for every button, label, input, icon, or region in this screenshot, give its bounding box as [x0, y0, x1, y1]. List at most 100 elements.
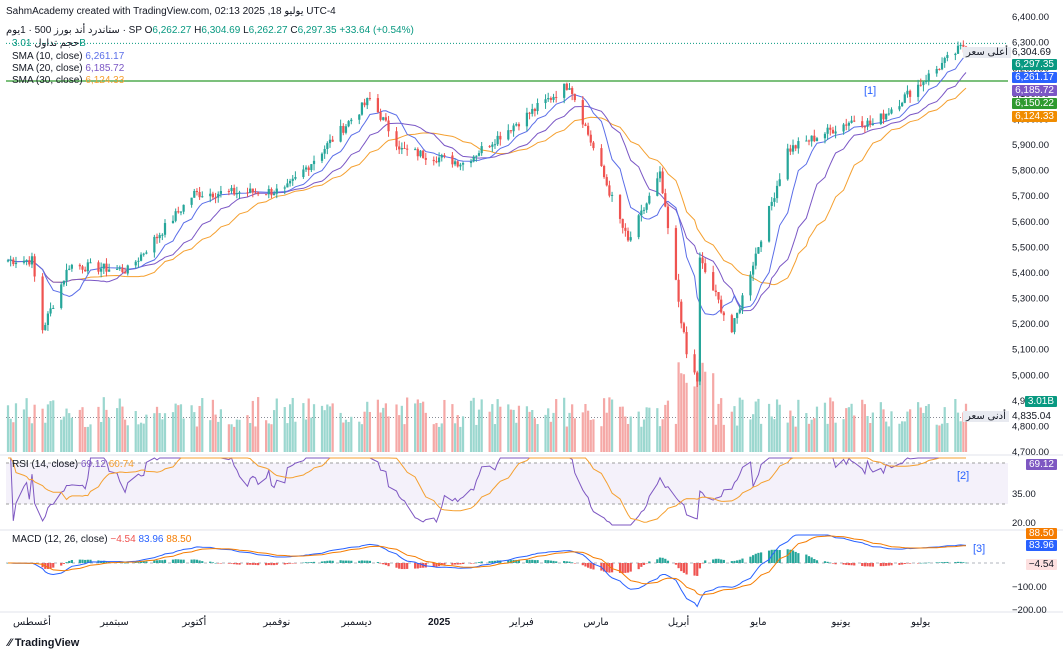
macd-hist-bar	[310, 562, 313, 563]
macd-hist-bar	[935, 562, 938, 563]
candle-body	[217, 193, 220, 198]
candle-body	[171, 220, 175, 224]
macd-hist-bar	[323, 561, 326, 563]
volume-bar	[515, 422, 518, 452]
candle-body	[733, 318, 736, 333]
macd-hist-bar	[416, 563, 419, 569]
candle-body	[871, 124, 874, 126]
volume-bar	[238, 419, 241, 452]
candle-body	[544, 99, 547, 104]
macd-hist-bar	[294, 563, 297, 564]
macd-hist-bar	[847, 563, 851, 566]
tag-sma20: 6,185.72	[1012, 85, 1057, 96]
volume-bar	[600, 426, 603, 452]
volume-bar	[89, 424, 92, 452]
x-axis-label: ديسمبر	[340, 617, 371, 628]
macd-hist-bar	[395, 563, 398, 568]
x-axis-label: مارس	[583, 617, 608, 628]
macd-hist-bar	[786, 549, 789, 563]
sma30-legend[interactable]: SMA (30, close) 6,124.33	[12, 75, 125, 86]
candle-body	[270, 189, 273, 196]
macd-hist-bar	[621, 563, 624, 574]
candle-body	[387, 120, 390, 132]
macd-signal-line	[8, 535, 967, 596]
candle-body	[440, 155, 443, 158]
rsi-legend[interactable]: RSI (14, close) 69.12 60.74	[12, 459, 134, 470]
macd-hist-bar	[924, 562, 928, 564]
candle-body	[12, 259, 15, 265]
candle-body	[403, 148, 406, 150]
macd-hist-bar	[209, 561, 212, 563]
volume-bar	[680, 373, 683, 452]
candle-body	[789, 148, 792, 152]
macd-hist-bar	[680, 563, 683, 572]
macd-hist-bar	[882, 563, 885, 567]
volume-bar	[658, 426, 662, 452]
close-value: 6,297.35	[297, 25, 337, 36]
macd-hist-bar	[922, 562, 925, 564]
candle-body	[786, 148, 789, 180]
macd-hist-bar	[174, 559, 177, 563]
candle-body	[565, 83, 568, 90]
candle-body	[959, 44, 962, 46]
macd-hist-bar	[909, 563, 912, 564]
macd-hist-bar	[49, 563, 52, 569]
candle-body	[414, 149, 417, 151]
macd-hist-bar	[62, 563, 65, 564]
sma10-legend[interactable]: SMA (10, close) 6,261.17	[12, 51, 125, 62]
price-tick-label: 5,800.00	[1012, 166, 1049, 177]
macd-hist-bar	[286, 563, 289, 565]
macd-hist-bar	[179, 559, 183, 563]
macd-hist-bar	[863, 563, 866, 567]
volume-bar	[310, 417, 313, 452]
volume-bar	[342, 422, 345, 452]
volume-bar	[142, 423, 145, 452]
macd-hist-bar	[887, 563, 890, 566]
macd-hist-bar	[898, 563, 901, 565]
macd-legend[interactable]: MACD (12, 26, close) −4.54 83.96 88.50	[12, 534, 192, 545]
volume-bar	[938, 425, 941, 452]
candle-body	[142, 253, 145, 255]
volume-bar	[193, 412, 196, 452]
candle-body	[190, 197, 193, 205]
candle-body	[536, 103, 539, 112]
macd-hist-bar	[861, 563, 864, 566]
macd-hist-bar	[722, 559, 725, 563]
macd-hist-bar	[778, 550, 781, 563]
volume-bar	[903, 421, 906, 452]
macd-hist-bar	[789, 549, 792, 563]
candle-body	[437, 157, 441, 163]
macd-hist-bar	[940, 562, 944, 563]
volume-bar	[265, 420, 268, 452]
volume-bar	[177, 405, 180, 452]
x-axis-label: مايو	[749, 617, 766, 628]
volume-bar	[610, 399, 614, 452]
macd-hist-bar	[126, 562, 129, 564]
volume-bar	[432, 424, 435, 452]
volume-bar	[962, 412, 965, 452]
volume-bar	[62, 416, 65, 452]
sma20-legend[interactable]: SMA (20, close) 6,185.72	[12, 63, 125, 74]
candle-body	[6, 260, 10, 262]
volume-bar	[171, 412, 175, 452]
volume-bar	[233, 426, 236, 452]
volume-bar	[661, 419, 664, 452]
candle-body	[227, 191, 230, 193]
macd-hist-bar	[137, 562, 140, 563]
tag-volume: 3.01B	[1024, 396, 1057, 407]
candle-body	[62, 280, 65, 285]
tag-macd-signal: 88.50	[1025, 528, 1057, 539]
candle-body	[645, 203, 648, 210]
candle-body	[571, 88, 574, 95]
volume-bar	[704, 371, 707, 452]
volume-bar	[847, 407, 851, 452]
macd-hist-bar	[605, 563, 608, 573]
candle-body	[432, 159, 435, 162]
macd-hist-bar	[493, 560, 497, 563]
macd-hist-bar	[312, 561, 316, 563]
macd-tick-label: −200.00	[1012, 605, 1047, 616]
candle-body	[443, 155, 446, 157]
volume-bar	[507, 404, 510, 452]
volume-bar	[626, 423, 630, 452]
